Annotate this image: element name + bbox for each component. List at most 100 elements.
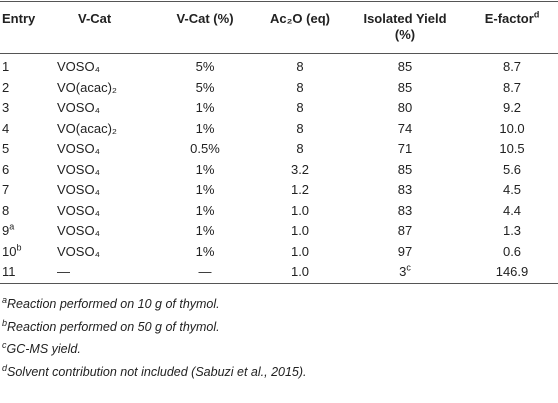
cell-text: 5.6	[502, 161, 522, 177]
header-cell: V-Cat	[78, 11, 111, 27]
table-cell: VOSO₄	[57, 244, 100, 260]
footnote-mark: a	[9, 221, 15, 232]
header-text: Entry	[2, 11, 36, 26]
header-text: V-Cat (%)	[176, 11, 234, 26]
cell-text: 2	[2, 79, 10, 95]
table-cell: 8	[296, 80, 303, 96]
cell-text: 3	[2, 100, 10, 115]
table-cell: 74	[398, 121, 412, 137]
table-cell: 1%	[196, 203, 215, 219]
header-text: V-Cat	[78, 11, 112, 26]
cell-text: 8	[2, 202, 10, 218]
table-cell: 71	[398, 141, 412, 157]
cell-text: VO(acac)₂	[57, 79, 117, 95]
table-cell: 4.4	[503, 203, 521, 219]
table-cell: 146.9	[496, 264, 529, 280]
footnote-mark: c	[406, 262, 411, 273]
table-cell: 3.2	[291, 162, 309, 178]
footnote: dSolvent contribution not included (Sabu…	[2, 363, 307, 379]
table-cell: 85	[398, 162, 412, 178]
header-text: Ac₂O (eq)	[270, 11, 330, 26]
table-cell: 83	[398, 182, 412, 198]
table-cell: 5.6	[503, 162, 521, 178]
cell-text: 5%	[195, 59, 215, 74]
header-rule	[0, 53, 558, 54]
header-text: (%)	[394, 27, 416, 42]
cell-text: 4	[2, 120, 10, 136]
cell-text: 1.0	[290, 243, 310, 259]
cell-text: 8	[296, 120, 304, 136]
footnote-text: Solvent contribution not included (Sabuz…	[7, 364, 307, 379]
table-cell: VOSO₄	[57, 100, 100, 116]
cell-text: 9	[2, 223, 10, 238]
table-cell: 85	[398, 59, 412, 75]
cell-text: 1%	[195, 120, 215, 136]
cell-text: VOSO₄	[57, 182, 100, 197]
cell-text: 8	[296, 59, 304, 74]
header-cell: E-factord	[485, 9, 540, 27]
cell-text: 1.0	[290, 264, 310, 279]
table-cell: VOSO₄	[57, 59, 100, 75]
cell-text: 10.5	[499, 141, 525, 156]
table-cell: VOSO₄	[57, 223, 100, 239]
cell-text: 1.0	[290, 223, 310, 238]
cell-text: 3.2	[290, 161, 310, 177]
cell-text: 5%	[195, 79, 215, 95]
header-cell: Isolated Yield (%)	[363, 11, 446, 43]
table-cell: 1%	[196, 121, 215, 137]
table-cell: 8.7	[503, 80, 521, 96]
bottom-rule	[0, 283, 558, 284]
table-cell: 4.5	[503, 182, 521, 198]
footnote: aReaction performed on 10 g of thymol.	[2, 295, 220, 311]
cell-text: 83	[397, 182, 413, 197]
cell-text: 10	[2, 243, 17, 259]
cell-text: 85	[397, 161, 413, 177]
table-cell: 1	[2, 59, 9, 75]
footnote: bReaction performed on 50 g of thymol.	[2, 318, 220, 334]
cell-text: 1	[2, 59, 10, 74]
footnote-text: Reaction performed on 10 g of thymol.	[7, 297, 220, 311]
table-cell: 11	[2, 264, 16, 280]
table-cell: 5%	[196, 59, 215, 75]
cell-text: 10.0	[499, 120, 525, 136]
cell-text: 9.2	[502, 100, 522, 115]
table-cell: 8.7	[503, 59, 521, 75]
cell-text: 146.9	[495, 264, 529, 279]
cell-text: 8	[296, 79, 304, 95]
cell-text: VOSO₄	[57, 243, 100, 259]
footnote-mark: d	[533, 9, 540, 20]
table-cell: 9.2	[503, 100, 521, 116]
table-cell: 6	[2, 162, 9, 178]
cell-text: 8	[296, 141, 304, 156]
table-cell: 8	[296, 59, 303, 75]
table-cell: 10b	[2, 243, 21, 260]
table-cell: 8	[296, 121, 303, 137]
footnote-mark: c	[2, 339, 7, 350]
cell-text: 80	[397, 100, 413, 115]
table-cell: 97	[398, 244, 412, 260]
cell-text: 87	[397, 223, 413, 238]
table-cell: 87	[398, 223, 412, 239]
cell-text: —	[198, 264, 212, 279]
table-cell: 1.0	[291, 244, 309, 260]
table-cell: 1.0	[291, 223, 309, 239]
table-cell: 3c	[399, 262, 411, 280]
cell-text: 97	[397, 243, 413, 259]
cell-text: 1%	[195, 182, 215, 197]
cell-text: 4.4	[502, 202, 522, 218]
table-cell: 1%	[196, 182, 215, 198]
table-cell: 1%	[196, 100, 215, 116]
cell-text: VOSO₄	[57, 202, 100, 218]
cell-text: 1.0	[290, 202, 310, 218]
table-cell: 3	[2, 100, 9, 116]
footnote-text: Reaction performed on 50 g of thymol.	[7, 319, 220, 334]
table-cell: VO(acac)₂	[57, 80, 117, 96]
cell-text: 1%	[195, 161, 215, 177]
cell-text: 0.5%	[190, 141, 220, 156]
header-cell: Entry	[2, 11, 35, 27]
table-cell: 10.5	[499, 141, 524, 157]
cell-text: 85	[397, 59, 413, 74]
cell-text: 71	[397, 141, 413, 156]
footnote-text: GC-MS yield.	[6, 342, 81, 356]
